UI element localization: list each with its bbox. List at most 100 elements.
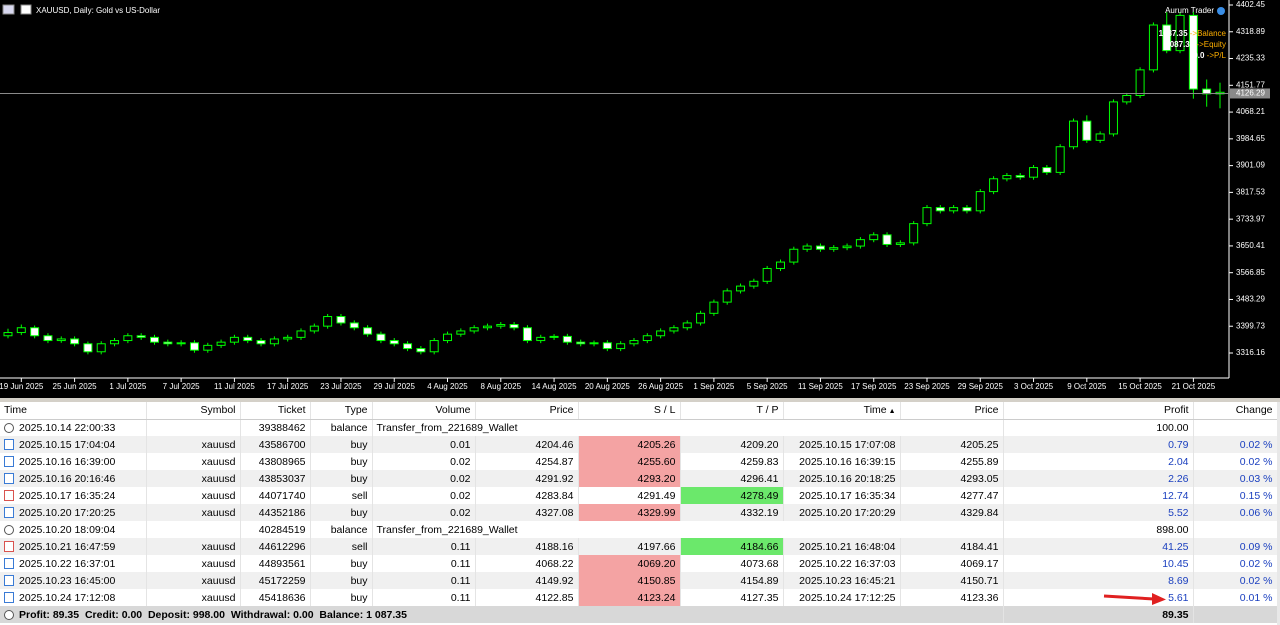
candle-body: [509, 324, 519, 329]
y-tick-label: 3483.29: [1236, 295, 1265, 304]
history-row[interactable]: 2025.10.20 18:09:04 40284519 balance Transf…: [0, 521, 1278, 538]
scrollbar[interactable]: [1277, 402, 1280, 625]
history-row[interactable]: 2025.10.21 16:47:59 xauusd 44612296 sell 0.1…: [0, 538, 1278, 555]
history-row[interactable]: 2025.10.23 16:45:00 xauusd 45172259 buy 0.11…: [0, 572, 1278, 589]
column-header[interactable]: Time ▲: [783, 402, 901, 420]
history-row[interactable]: 2025.10.14 22:00:33 39388462 balance Transf…: [0, 419, 1278, 436]
candle-body: [83, 343, 93, 353]
candle-body: [1015, 175, 1025, 178]
summary-total: 89.35: [1003, 606, 1194, 623]
candle-body: [70, 338, 80, 345]
column-header[interactable]: Price: [475, 402, 579, 420]
cell-type: sell: [310, 487, 373, 504]
candle-body: [123, 335, 133, 342]
candle-body: [110, 340, 120, 345]
cell-close-time: 2025.10.23 16:45:21: [783, 572, 901, 589]
cell-type: buy: [310, 504, 373, 521]
cell-symbol: xauusd: [146, 504, 241, 521]
cell-empty: [146, 521, 241, 538]
history-row[interactable]: 2025.10.16 16:39:00 xauusd 43808965 buy 0.02…: [0, 453, 1278, 470]
candle-body: [722, 290, 732, 303]
chart-icon: [2, 4, 15, 15]
candle-body: [949, 207, 959, 212]
column-header[interactable]: T / P: [680, 402, 784, 420]
column-header[interactable]: Volume: [372, 402, 476, 420]
candle-body: [283, 336, 293, 340]
cell-empty: [1193, 419, 1278, 436]
cell-comment: Transfer_from_221689_Wallet: [372, 419, 1004, 436]
x-tick-label: 8 Aug 2025: [481, 382, 522, 391]
history-row[interactable]: 2025.10.17 16:35:24 xauusd 44071740 sell 0.0…: [0, 487, 1278, 504]
candle-body: [16, 327, 26, 334]
history-row[interactable]: 2025.10.24 17:12:08 xauusd 45418636 buy 0.11…: [0, 589, 1278, 606]
info-value: 1087.35: [1159, 29, 1188, 38]
history-row[interactable]: 2025.10.16 20:16:46 xauusd 43853037 buy 0.02…: [0, 470, 1278, 487]
cell-volume: 0.02: [372, 487, 476, 504]
cell-symbol: xauusd: [146, 436, 241, 453]
candle-body: [642, 335, 652, 342]
column-header[interactable]: Symbol: [146, 402, 241, 420]
cell-tp: 4154.89: [680, 572, 784, 589]
candle-body: [30, 327, 40, 337]
candle-body: [629, 340, 639, 345]
candle-body: [909, 223, 919, 244]
column-header[interactable]: Change: [1193, 402, 1278, 420]
candle-body: [869, 234, 879, 241]
cell-ticket: 44071740: [240, 487, 311, 504]
deal-icon: [4, 574, 14, 586]
cell-sl: 4255.60: [578, 453, 681, 470]
cell-close-time: 2025.10.16 16:39:15: [783, 453, 901, 470]
candle-body: [1188, 14, 1198, 90]
column-header[interactable]: Profit: [1003, 402, 1194, 420]
cell-empty: [146, 419, 241, 436]
history-row[interactable]: 2025.10.20 17:20:25 xauusd 44352186 buy 0.02…: [0, 504, 1278, 521]
time-text: 2025.10.20 17:20:25: [19, 506, 116, 519]
cell-time: 2025.10.22 16:37:01: [0, 555, 147, 572]
candle-body: [749, 280, 759, 287]
cell-comment: Transfer_from_221689_Wallet: [372, 521, 1004, 538]
deal-icon: [4, 472, 14, 484]
cell-close-time: 2025.10.16 20:18:25: [783, 470, 901, 487]
cell-profit: 5.52: [1003, 504, 1194, 521]
history-row[interactable]: 2025.10.22 16:37:01 xauusd 44893561 buy 0.11…: [0, 555, 1278, 572]
column-header[interactable]: S / L: [578, 402, 681, 420]
candle-body: [256, 340, 266, 345]
candle-body: [1095, 133, 1105, 141]
current-price-box: [1230, 88, 1270, 99]
candle-body: [243, 336, 253, 342]
cell-profit: 10.45: [1003, 555, 1194, 572]
history-row[interactable]: 2025.10.15 17:04:04 xauusd 43586700 buy 0.01…: [0, 436, 1278, 453]
candle-body: [895, 242, 905, 245]
cell-time: 2025.10.20 17:20:25: [0, 504, 147, 521]
y-tick-label: 3984.65: [1236, 134, 1265, 143]
cell-change: 0.03 %: [1193, 470, 1278, 487]
cell-profit: 100.00: [1003, 419, 1194, 436]
candle-body: [589, 342, 599, 345]
x-tick-label: 29 Jul 2025: [374, 382, 416, 391]
column-header[interactable]: Time: [0, 402, 147, 420]
cell-profit: 41.25: [1003, 538, 1194, 555]
x-tick-label: 11 Jul 2025: [214, 382, 255, 391]
candle-body: [429, 340, 439, 353]
candle-body: [389, 340, 399, 345]
candle-body: [496, 324, 506, 327]
x-tick-label: 7 Jul 2025: [163, 382, 200, 391]
time-text: 2025.10.20 18:09:04: [19, 523, 116, 536]
column-header[interactable]: Price: [900, 402, 1004, 420]
candle-body: [656, 330, 666, 337]
column-header[interactable]: Type: [310, 402, 373, 420]
deal-icon: [4, 438, 14, 450]
cell-close-price: 4184.41: [900, 538, 1004, 555]
candle-body: [443, 333, 453, 342]
x-tick-label: 29 Sep 2025: [958, 382, 1004, 391]
time-text: 2025.10.15 17:04:04: [19, 438, 116, 451]
cell-symbol: xauusd: [146, 487, 241, 504]
y-tick-label: 4318.89: [1236, 27, 1265, 36]
column-header[interactable]: Ticket: [240, 402, 311, 420]
cell-tp: 4332.19: [680, 504, 784, 521]
candle-body: [829, 247, 839, 250]
cell-volume: 0.11: [372, 538, 476, 555]
cell-tp: 4184.66: [680, 538, 784, 555]
cell-close-time: 2025.10.17 16:35:34: [783, 487, 901, 504]
